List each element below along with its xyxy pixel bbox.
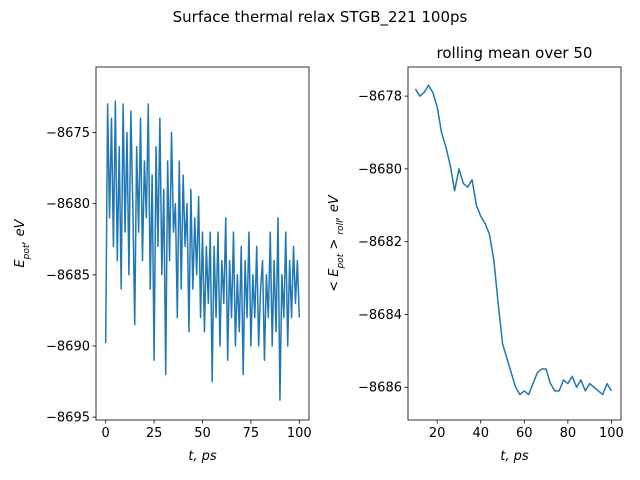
label-subscript: pot <box>336 253 346 269</box>
x-tick-label: 60 <box>516 426 533 441</box>
y-tick-label: −8678 <box>358 90 402 105</box>
x-tick-label: 20 <box>429 426 446 441</box>
label-part: , eV <box>13 218 28 244</box>
label-part: t, ps <box>500 449 529 464</box>
label-subscript: pot <box>22 244 32 260</box>
x-tick-label: 100 <box>287 426 312 441</box>
label-part: E <box>13 259 28 268</box>
y-tick-label: −8682 <box>358 235 402 250</box>
y-axis-label: Epot, eV <box>13 218 32 267</box>
x-tick-label: 75 <box>243 426 260 441</box>
axes-title: rolling mean over 50 <box>437 44 593 62</box>
x-tick-label: 80 <box>560 426 577 441</box>
label-subscript: roll <box>336 220 346 235</box>
x-tick-label: 100 <box>599 426 624 441</box>
y-tick-label: −8680 <box>46 197 90 212</box>
data-line <box>104 100 301 401</box>
x-tick-label: 40 <box>472 426 489 441</box>
label-part: > <box>327 235 342 254</box>
y-tick-label: −8690 <box>46 339 90 354</box>
x-tick-label: 0 <box>102 426 110 441</box>
y-tick-label: −8685 <box>46 268 90 283</box>
y-tick-label: −8695 <box>46 411 90 426</box>
y-tick-label: −8684 <box>358 308 402 323</box>
x-tick-label: 50 <box>194 426 211 441</box>
y-tick-label: −8686 <box>358 381 402 396</box>
x-tick-label: 25 <box>146 426 163 441</box>
data-line <box>414 84 613 396</box>
axes-frame <box>407 66 622 421</box>
y-tick-label: −8680 <box>358 162 402 177</box>
figure-title: Surface thermal relax STGB_221 100ps <box>173 8 468 27</box>
y-axis-label: < Epot > roll, eV <box>327 194 346 292</box>
label-part: < E <box>327 268 342 292</box>
x-axis-label: t, ps <box>188 449 217 464</box>
y-tick-label: −8675 <box>46 126 90 141</box>
label-part: t, ps <box>188 449 217 464</box>
label-part: , eV <box>327 194 342 220</box>
x-axis-label: t, ps <box>500 449 529 464</box>
